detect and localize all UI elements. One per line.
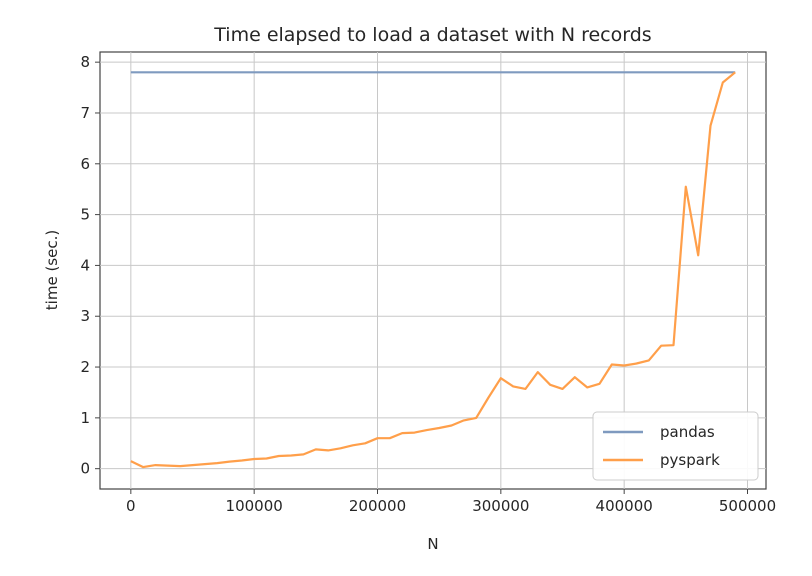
series-line-pyspark xyxy=(130,71,736,469)
y-axis-label: time (sec.) xyxy=(43,230,61,310)
x-tick-label: 100000 xyxy=(226,497,283,515)
y-tick-label: 5 xyxy=(80,206,90,224)
x-tick-label: 400000 xyxy=(596,497,653,515)
y-tick-label: 0 xyxy=(80,460,90,478)
y-tick-label: 6 xyxy=(80,155,90,173)
y-tick-label: 2 xyxy=(80,358,90,376)
y-tick-label: 8 xyxy=(80,53,90,71)
y-tick-label: 1 xyxy=(80,409,90,427)
x-tick-label: 300000 xyxy=(472,497,529,515)
x-axis-ticks: 0 100000 200000 300000 400000 500000 xyxy=(126,489,776,515)
legend-box xyxy=(592,411,759,481)
y-tick-label: 3 xyxy=(80,307,90,325)
x-tick-label: 0 xyxy=(126,497,136,515)
y-tick-label: 7 xyxy=(80,104,90,122)
series-lines xyxy=(130,71,736,469)
x-tick-label: 500000 xyxy=(719,497,776,515)
legend-label-pyspark: pyspark xyxy=(660,451,720,469)
y-axis-ticks: 0 1 2 3 4 5 6 7 8 xyxy=(80,53,100,478)
legend: pandas pyspark xyxy=(592,411,759,481)
x-axis-label: N xyxy=(427,535,438,553)
legend-label-pandas: pandas xyxy=(660,423,715,441)
x-tick-label: 200000 xyxy=(349,497,406,515)
chart-title: Time elapsed to load a dataset with N re… xyxy=(213,24,651,46)
y-tick-label: 4 xyxy=(80,256,90,274)
